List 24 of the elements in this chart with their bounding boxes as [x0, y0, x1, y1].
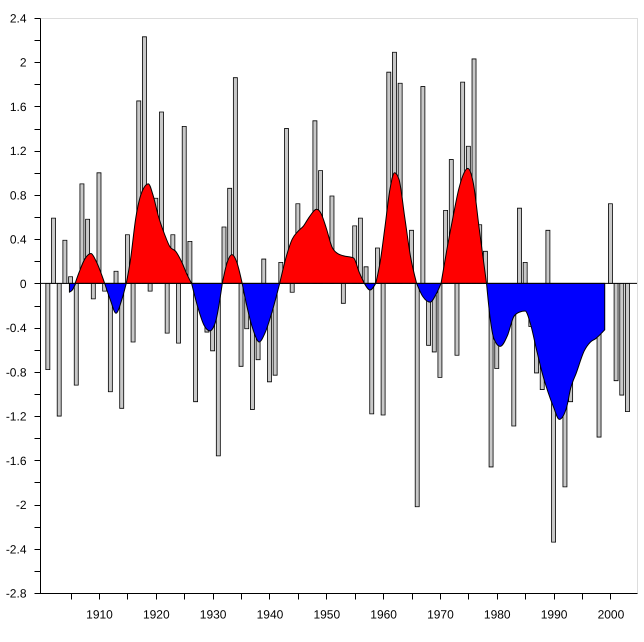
y-tick-label: 0.8 [10, 188, 27, 202]
x-tick-label: 1990 [540, 608, 568, 622]
y-tick-label: 0.4 [10, 232, 27, 247]
x-tick-label: 1910 [86, 608, 114, 622]
x-tick-label: 2000 [598, 608, 625, 622]
y-tick-label: -1.6 [6, 454, 27, 468]
y-tick-label: 2 [20, 56, 27, 70]
x-tick-label: 1950 [313, 608, 340, 622]
y-tick-label: 2.4 [10, 12, 27, 26]
y-tick-label: -2 [16, 498, 27, 512]
y-tick-label: 1.6 [10, 100, 27, 114]
y-tick-label: -2.8 [6, 586, 27, 600]
x-tick-label: 1930 [200, 608, 227, 622]
x-tick-label: 1940 [256, 608, 284, 622]
x-tick-label: 1920 [142, 608, 170, 622]
x-tick-label: 1960 [370, 608, 398, 622]
x-tick-label: 1980 [484, 608, 511, 622]
x-tick-label: 1970 [427, 608, 454, 622]
y-tick-label: -0.4 [6, 321, 27, 336]
y-tick-label: -0.8 [6, 365, 27, 380]
y-tick-label: 0 [20, 276, 27, 291]
y-tick-label: -1.2 [6, 410, 27, 424]
y-tick-label: 1.2 [10, 144, 27, 158]
y-tick-label: -2.4 [6, 542, 27, 556]
